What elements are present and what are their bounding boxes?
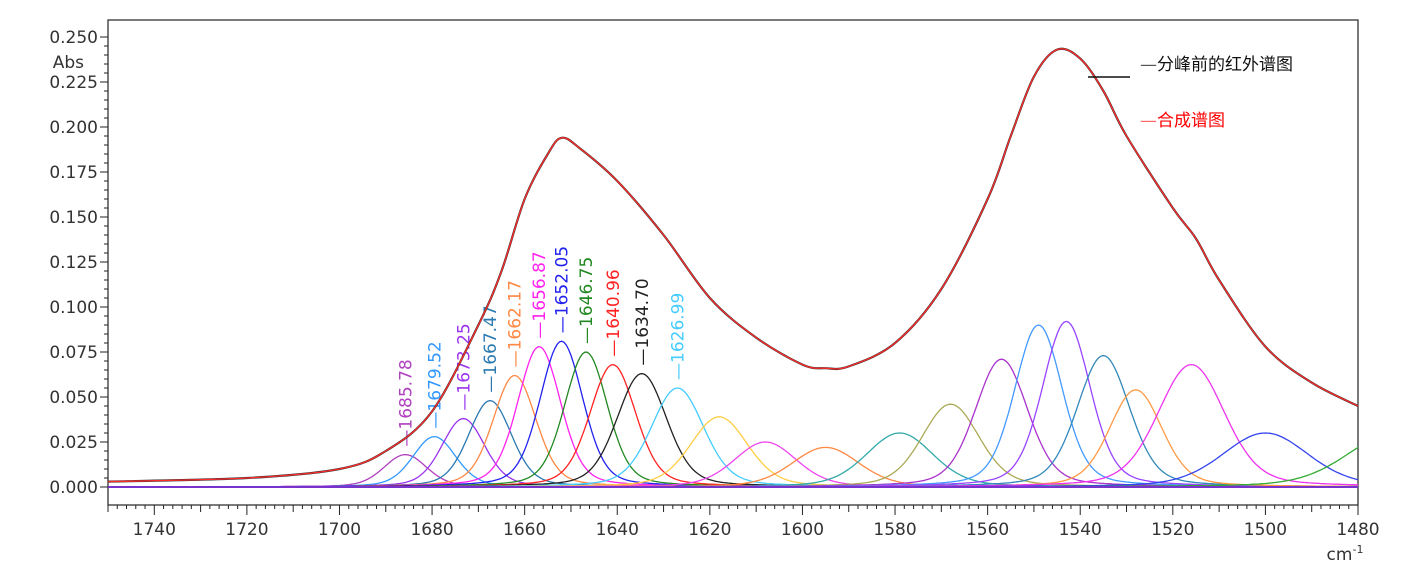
y-tick-label: 0.125	[49, 253, 98, 273]
x-tick-label: 1520	[1151, 520, 1194, 540]
fitted-peak-curve	[108, 354, 1358, 488]
legend-line-fitted: —	[1140, 111, 1157, 131]
peak-label: —1646.75	[577, 257, 597, 344]
legend-label-original: 分峰前的红外谱图	[1157, 55, 1293, 75]
x-tick-label: 1720	[225, 520, 268, 540]
fitted-sum-line	[107, 48, 1359, 483]
y-tick-label: 0.200	[49, 118, 98, 138]
y-tick-label: 0.000	[49, 478, 98, 498]
y-tick-label: 0.225	[49, 73, 98, 93]
x-tick-label: 1500	[1244, 520, 1287, 540]
x-tick-label: 1680	[410, 520, 453, 540]
fitted-peak-curve	[108, 374, 1358, 488]
peak-label: —1685.78	[396, 359, 416, 446]
y-axis-label: Abs	[53, 53, 84, 73]
y-tick-label: 0.150	[49, 208, 98, 228]
peak-label: —1656.87	[530, 251, 550, 338]
fitted-peak-curve	[108, 387, 1358, 488]
y-tick-label: 0.175	[49, 163, 98, 183]
legend-entry-original: —分峰前的红外谱图	[1140, 50, 1293, 75]
fitted-peak-curve	[108, 320, 1358, 488]
y-tick-label: 0.100	[49, 298, 98, 318]
x-tick-label: 1660	[503, 520, 546, 540]
x-axis-label-sup: -1	[1352, 543, 1363, 556]
x-axis-label: cm-1	[1327, 543, 1364, 565]
peak-label: —1662.17	[506, 280, 526, 367]
peak-label: —1679.52	[425, 341, 445, 428]
x-tick-label: 1700	[318, 520, 361, 540]
fitted-peak-curve	[108, 324, 1358, 488]
fitted-peak-curve	[108, 441, 1358, 488]
fitted-peak-curve	[108, 346, 1358, 488]
legend-label-fitted: 合成谱图	[1157, 111, 1225, 131]
peak-label: —1634.70	[633, 278, 653, 365]
fitted-peak-curve	[108, 358, 1358, 488]
peak-label: —1640.96	[604, 269, 624, 356]
x-tick-label: 1600	[781, 520, 824, 540]
plot-frame	[107, 19, 1359, 506]
y-tick-label: 0.075	[49, 343, 98, 363]
x-tick-label: 1640	[596, 520, 639, 540]
fitted-peak-curve	[108, 446, 1358, 488]
peak-label: —1652.05	[552, 246, 572, 333]
fitted-peak-curve	[108, 416, 1358, 488]
legend-line-original: —	[1140, 55, 1157, 75]
peak-label: —1626.99	[668, 293, 688, 380]
x-tick-label: 1480	[1336, 520, 1379, 540]
y-tick-label: 0.250	[49, 28, 98, 48]
fitted-peak-curve	[108, 363, 1358, 488]
fitted-peaks	[108, 320, 1358, 488]
fitted-peak-curve	[108, 432, 1358, 488]
y-tick-label: 0.050	[49, 388, 98, 408]
legend-entry-fitted: —合成谱图	[1140, 106, 1225, 131]
fitted-peak-curve	[108, 432, 1358, 488]
fitted-peak-curve	[108, 351, 1358, 488]
x-tick-label: 1560	[966, 520, 1009, 540]
peak-label: —1667.47	[481, 305, 501, 392]
x-tick-label: 1620	[688, 520, 731, 540]
fitted-peak-curve	[108, 389, 1358, 488]
fitted-peak-curve	[108, 373, 1358, 488]
x-tick-label: 1580	[873, 520, 916, 540]
y-tick-label: 0.025	[49, 433, 98, 453]
x-tick-label: 1740	[133, 520, 176, 540]
x-tick-label: 1540	[1059, 520, 1102, 540]
fitted-peak-curve	[108, 418, 1358, 488]
fitted-peak-curve	[108, 340, 1358, 488]
